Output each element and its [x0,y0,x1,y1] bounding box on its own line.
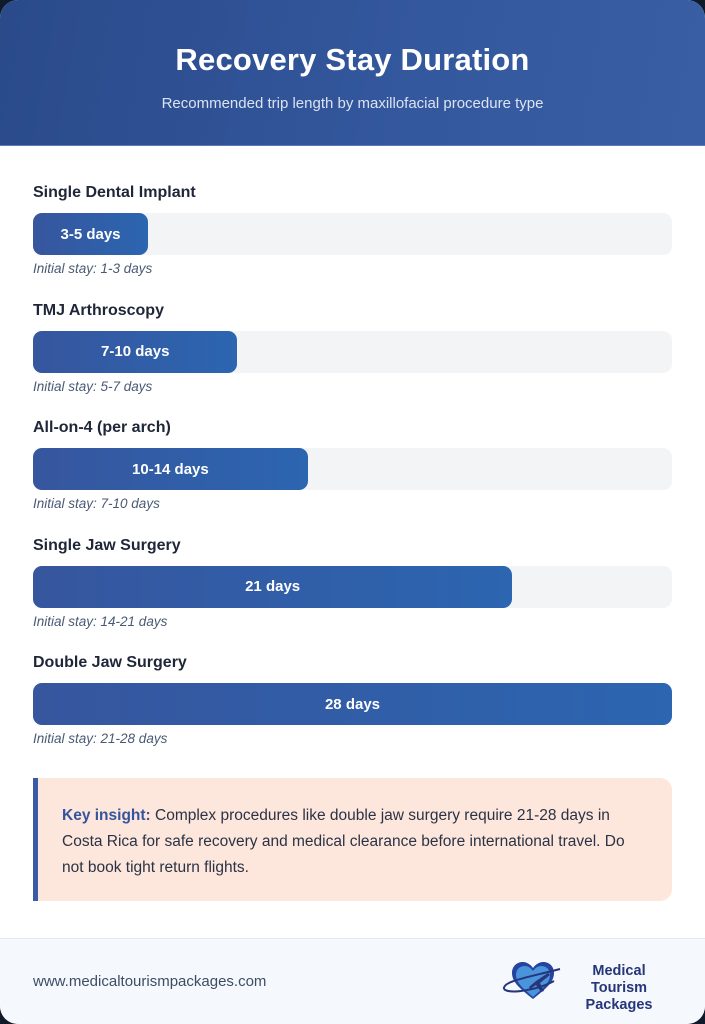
brand-logo: Medical Tourism Packages [500,959,680,1013]
bar-track: 7-10 days [33,330,672,373]
initial-stay-note: Initial stay: 5-7 days [33,378,153,394]
header: Recovery Stay Duration Recommended trip … [0,0,705,146]
website-link[interactable]: www.medicaltourismpackages.com [33,973,267,990]
chart-row: Single Dental Implant 3-5 days Initial s… [33,183,672,301]
bar-track: 28 days [33,683,672,725]
brand-name: Medical Tourism Packages [564,963,674,1014]
bar-fill: 10-14 days [33,448,308,490]
bar-fill: 3-5 days [33,213,149,255]
key-insight-text: Complex procedures like double jaw surge… [62,807,625,876]
procedure-label: Single Dental Implant [33,184,196,201]
bar-chart: Single Dental Implant 3-5 days Initial s… [0,146,705,771]
key-insight-callout: Key insight: Complex procedures like dou… [33,778,672,901]
initial-stay-note: Initial stay: 14-21 days [33,613,168,629]
procedure-label: Single Jaw Surgery [33,536,181,554]
chart-row: TMJ Arthroscopy 7-10 days Initial stay: … [33,301,672,419]
initial-stay-note: Initial stay: 1-3 days [33,261,153,276]
initial-stay-note: Initial stay: 21-28 days [33,731,168,746]
bar-track: 21 days [33,565,672,608]
page-title: Recovery Stay Duration [175,42,530,77]
brand-name-line1: Medical Tourism [590,963,648,996]
procedure-label: Double Jaw Surgery [33,654,187,671]
heart-plane-icon [503,962,561,999]
bar-fill: 28 days [33,683,672,725]
key-insight-label: Key insight: [62,807,151,824]
chart-row: Single Jaw Surgery 21 days Initial stay:… [33,536,672,654]
procedure-label: All-on-4 (per arch) [33,419,171,436]
bar-fill: 7-10 days [33,330,238,373]
brand-name-line2: Packages [585,997,653,1013]
procedure-label: TMJ Arthroscopy [33,301,164,319]
initial-stay-note: Initial stay: 7-10 days [33,496,160,511]
bar-fill: 21 days [33,565,513,608]
chart-row: Double Jaw Surgery 28 days Initial stay:… [33,653,672,771]
bar-track: 3-5 days [33,213,672,255]
bar-track: 10-14 days [33,448,672,490]
chart-row: All-on-4 (per arch) 10-14 days Initial s… [33,418,672,536]
footer: www.medicaltourismpackages.com Medical T… [0,938,705,1024]
page-subtitle: Recommended trip length by maxillofacial… [161,95,544,112]
